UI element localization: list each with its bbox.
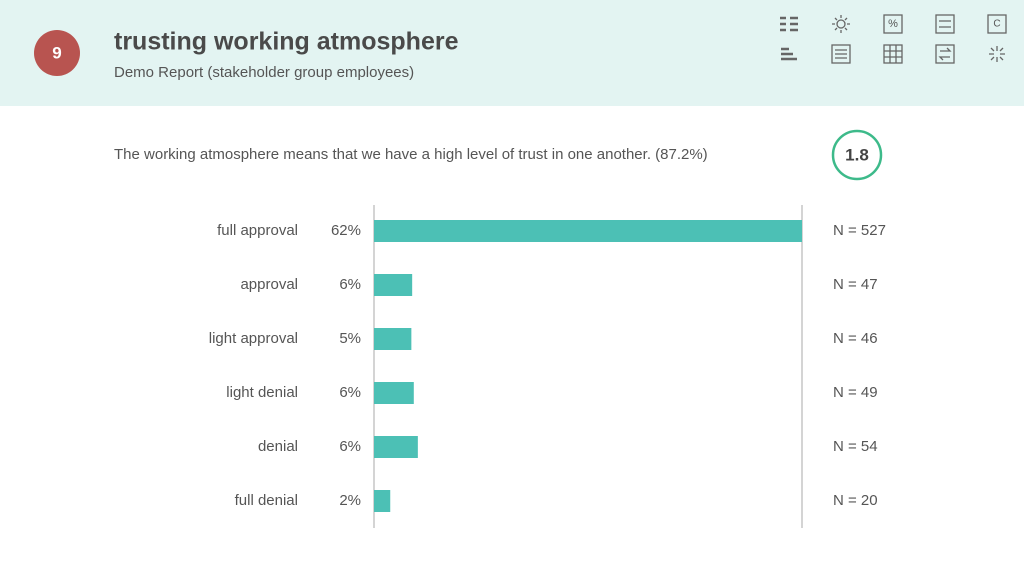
bar bbox=[374, 274, 413, 296]
icon-percent-label: % bbox=[888, 18, 898, 30]
category-label: light denial bbox=[226, 384, 298, 401]
bar bbox=[374, 436, 418, 458]
icon-bars[interactable] bbox=[781, 47, 797, 61]
category-label: full approval bbox=[217, 222, 298, 239]
bar bbox=[374, 328, 412, 350]
icon-c-label: C bbox=[993, 19, 1000, 30]
bar bbox=[374, 382, 414, 404]
page-number: 9 bbox=[52, 43, 61, 62]
n-label: N = 49 bbox=[833, 384, 878, 401]
header-band bbox=[0, 0, 1024, 106]
score-circle bbox=[831, 129, 883, 181]
bar bbox=[374, 220, 802, 242]
icon-list[interactable] bbox=[780, 16, 798, 32]
category-label: light approval bbox=[209, 330, 298, 347]
category-label: full denial bbox=[235, 492, 298, 509]
icon-swap[interactable] bbox=[935, 44, 955, 64]
icon-doc[interactable] bbox=[831, 44, 851, 64]
percentage-label: 5% bbox=[339, 330, 361, 347]
page-badge bbox=[34, 30, 80, 76]
subtitle: Demo Report (stakeholder group employees… bbox=[114, 64, 414, 81]
icon-grid[interactable] bbox=[883, 44, 903, 64]
n-label: N = 527 bbox=[833, 222, 886, 239]
toolbar: % C bbox=[780, 14, 1007, 64]
percentage-label: 6% bbox=[339, 438, 361, 455]
icon-sun[interactable] bbox=[832, 15, 850, 33]
question: The working atmosphere means that we hav… bbox=[114, 146, 708, 163]
percentage-label: 6% bbox=[339, 384, 361, 401]
percentage-label: 62% bbox=[331, 222, 361, 239]
icon-spark[interactable] bbox=[989, 46, 1005, 62]
category-label: approval bbox=[240, 276, 298, 293]
title: trusting working atmosphere bbox=[114, 28, 459, 56]
percentage-label: 6% bbox=[339, 276, 361, 293]
n-label: N = 54 bbox=[833, 438, 878, 455]
score: 1.8 bbox=[845, 145, 869, 164]
category-label: denial bbox=[258, 438, 298, 455]
n-label: N = 20 bbox=[833, 492, 878, 509]
n-label: N = 47 bbox=[833, 276, 878, 293]
n-label: N = 46 bbox=[833, 330, 878, 347]
percentage-label: 2% bbox=[339, 492, 361, 509]
bar bbox=[374, 490, 391, 512]
icon-c[interactable] bbox=[987, 14, 1007, 34]
icon-dots[interactable] bbox=[935, 14, 955, 34]
icon-percent[interactable] bbox=[883, 14, 903, 34]
